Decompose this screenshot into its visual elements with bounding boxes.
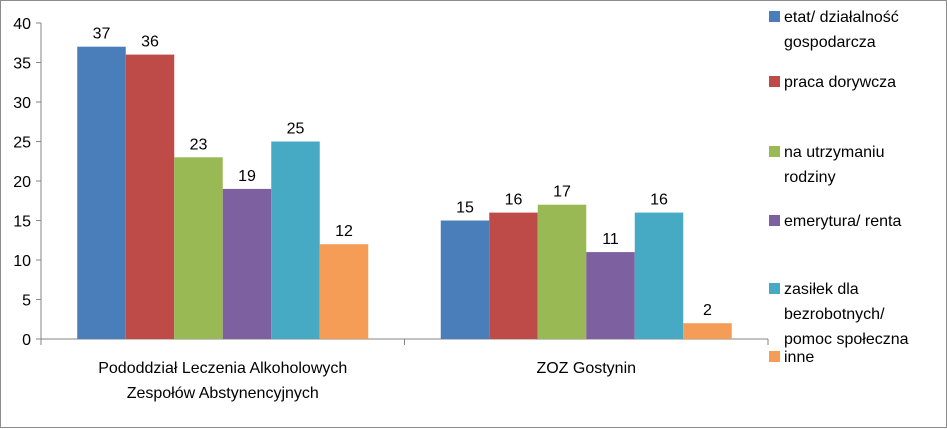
bar: [125, 54, 175, 339]
legend-label: na utrzymaniu: [784, 144, 885, 161]
data-label: 37: [93, 26, 111, 43]
legend-swatch: [769, 76, 780, 87]
y-tick-label: 40: [13, 16, 31, 33]
category-label: Pododdział Leczenia Alkoholowych: [98, 360, 347, 377]
data-label: 12: [335, 223, 353, 240]
data-label: 16: [505, 192, 523, 209]
y-tick-label: 0: [22, 332, 31, 349]
data-labels: 37 36 23 19 25 12 15 16 17 11 16 2: [93, 26, 712, 320]
legend-label: emerytura/ renta: [784, 213, 901, 230]
legend-swatch: [769, 215, 780, 226]
bar: [489, 212, 538, 339]
data-label: 11: [602, 231, 619, 248]
bar: [634, 212, 684, 339]
legend-label: bezrobotnych/: [784, 306, 885, 323]
y-tick-labels: 0 5 10 15 20 25 30 35 40: [13, 16, 31, 349]
legend-label: etat/ działalność: [784, 9, 899, 26]
bar: [683, 323, 732, 339]
y-tick-label: 20: [13, 174, 31, 191]
bar: [222, 188, 272, 339]
legend-label: zasiłek dla: [784, 281, 859, 298]
category-label: ZOZ Gostynin: [536, 360, 636, 377]
data-label: 16: [650, 192, 668, 209]
legend-swatch: [769, 11, 780, 22]
legend-label: praca dorywcza: [784, 74, 896, 91]
legend-label: pomoc społeczna: [784, 331, 909, 348]
bar: [586, 252, 635, 339]
category-labels: Pododdział Leczenia Alkoholowych Zespołów…: [98, 360, 636, 402]
legend-swatch: [769, 283, 780, 294]
category-label: Zespołów Abstynencyjnych: [127, 385, 319, 402]
legend-swatch: [769, 146, 780, 157]
legend-swatch: [769, 351, 780, 362]
bar: [440, 220, 490, 339]
bar: [77, 46, 126, 339]
data-label: 2: [703, 302, 712, 319]
bar: [537, 204, 587, 339]
bar: [174, 157, 223, 339]
data-label: 25: [287, 121, 305, 138]
bar: [319, 244, 369, 339]
legend-label: inne: [784, 349, 814, 366]
y-tick-label: 15: [13, 214, 31, 231]
legend-label: rodziny: [784, 169, 836, 186]
y-tick-label: 5: [22, 293, 31, 310]
legend: etat/ działalność gospodarcza praca dorywc…: [769, 9, 909, 366]
y-tick-label: 35: [13, 56, 31, 73]
data-label: 19: [238, 168, 256, 185]
data-label: 15: [456, 200, 474, 217]
legend-label: gospodarcza: [784, 34, 876, 51]
bars: [77, 46, 732, 339]
data-label: 36: [141, 34, 159, 51]
y-tick-label: 10: [13, 253, 31, 270]
y-tick-label: 25: [13, 135, 31, 152]
data-label: 17: [553, 184, 571, 201]
bar: [271, 141, 320, 339]
y-tick-label: 30: [13, 95, 31, 112]
data-label: 23: [190, 136, 208, 153]
